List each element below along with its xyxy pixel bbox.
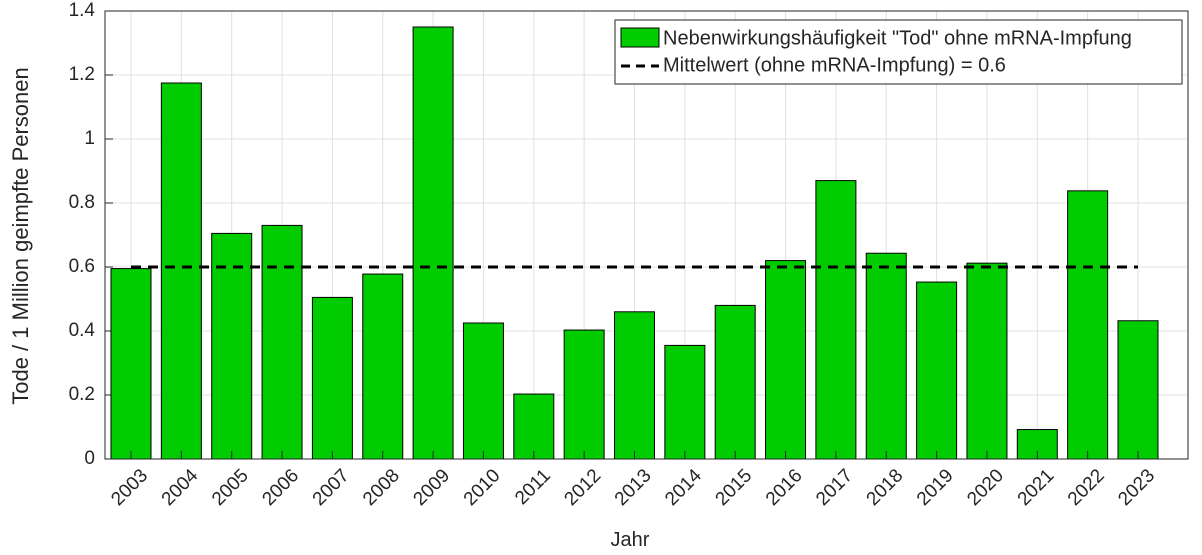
x-axis-label: Jahr — [611, 529, 650, 551]
legend-box — [614, 19, 1183, 85]
bar — [211, 232, 253, 460]
legend: Nebenwirkungshäufigkeit "Tod" ohne mRNA-… — [614, 19, 1183, 85]
legend-swatch — [620, 27, 660, 48]
legend-label: Nebenwirkungshäufigkeit "Tod" ohne mRNA-… — [663, 27, 1132, 49]
bar — [362, 273, 404, 460]
y-tick-label: 1.4 — [69, 0, 96, 21]
bar — [261, 224, 303, 460]
bar — [110, 268, 152, 460]
y-tick-label: 0.6 — [69, 256, 95, 277]
y-tick-label: 1 — [84, 128, 95, 149]
bar — [664, 344, 706, 460]
bar — [1067, 190, 1109, 460]
bar — [412, 26, 454, 460]
bar — [462, 322, 504, 460]
bar — [916, 281, 958, 460]
legend-label: Mittelwert (ohne mRNA-Impfung) = 0.6 — [663, 54, 1006, 76]
bar — [1117, 320, 1159, 460]
y-tick-label: 0.8 — [69, 192, 95, 213]
y-tick-label: 1.2 — [69, 64, 95, 85]
bar — [563, 329, 605, 460]
bar — [815, 180, 857, 460]
bar — [966, 262, 1008, 460]
y-tick-label: 0 — [84, 448, 95, 469]
y-tick-label: 0.2 — [69, 384, 95, 405]
bar — [160, 82, 202, 460]
bar — [714, 304, 756, 460]
bar — [614, 311, 655, 460]
plot-frame — [104, 10, 1189, 460]
y-tick-label: 0.4 — [69, 320, 96, 341]
bar — [765, 260, 807, 460]
bar — [865, 252, 907, 460]
bar — [311, 296, 353, 460]
bar — [513, 393, 555, 460]
y-axis-label: Tode / 1 Million geimpfte Personen — [8, 67, 33, 405]
